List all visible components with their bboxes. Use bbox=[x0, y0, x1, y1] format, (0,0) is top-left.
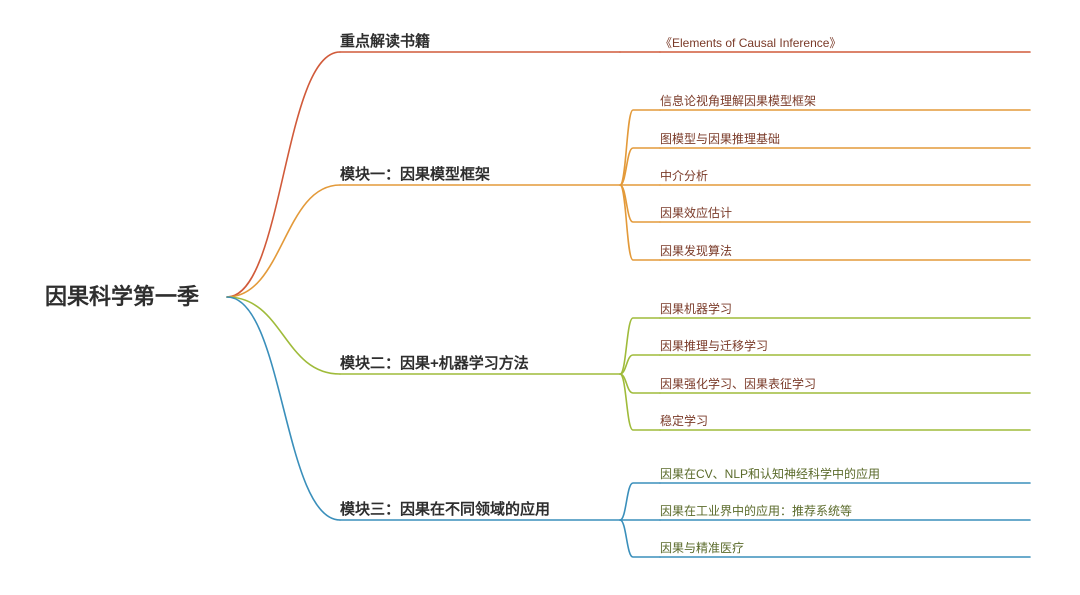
root-node-label: 因果科学第一季 bbox=[45, 284, 199, 309]
connector bbox=[227, 297, 340, 520]
branch-label-3: 模块三：因果在不同领域的应用 bbox=[340, 500, 550, 518]
leaf-label-1-2: 中介分析 bbox=[660, 168, 708, 183]
connector bbox=[620, 355, 660, 374]
leaf-label-2-2: 因果强化学习、因果表征学习 bbox=[660, 376, 816, 391]
connector bbox=[227, 185, 340, 297]
connector bbox=[620, 374, 660, 393]
leaf-label-2-1: 因果推理与迁移学习 bbox=[660, 338, 768, 353]
leaf-label-1-3: 因果效应估计 bbox=[660, 205, 732, 220]
leaf-label-0-0: 《Elements of Causal Inference》 bbox=[660, 36, 841, 50]
leaf-label-3-0: 因果在CV、NLP和认知神经科学中的应用 bbox=[660, 466, 880, 481]
leaf-label-3-1: 因果在工业界中的应用：推荐系统等 bbox=[660, 503, 852, 518]
connector bbox=[227, 297, 340, 374]
edge-layer bbox=[227, 52, 1030, 557]
connector bbox=[620, 483, 660, 520]
mindmap-canvas: 因果科学第一季 重点解读书籍 《Elements of Causal Infere… bbox=[0, 0, 1080, 595]
leaf-label-2-0: 因果机器学习 bbox=[660, 301, 732, 316]
leaf-label-2-3: 稳定学习 bbox=[660, 413, 708, 428]
leaf-label-1-0: 信息论视角理解因果模型框架 bbox=[660, 93, 816, 108]
leaf-label-1-1: 图模型与因果推理基础 bbox=[660, 132, 780, 146]
branch-label-1: 模块一：因果模型框架 bbox=[340, 165, 490, 183]
connector bbox=[620, 520, 660, 557]
branch-label-2: 模块二：因果+机器学习方法 bbox=[340, 354, 529, 372]
leaf-label-3-2: 因果与精准医疗 bbox=[660, 541, 744, 555]
leaf-label-1-4: 因果发现算法 bbox=[660, 243, 732, 258]
connector bbox=[227, 52, 340, 297]
branch-label-0: 重点解读书籍 bbox=[340, 32, 430, 50]
